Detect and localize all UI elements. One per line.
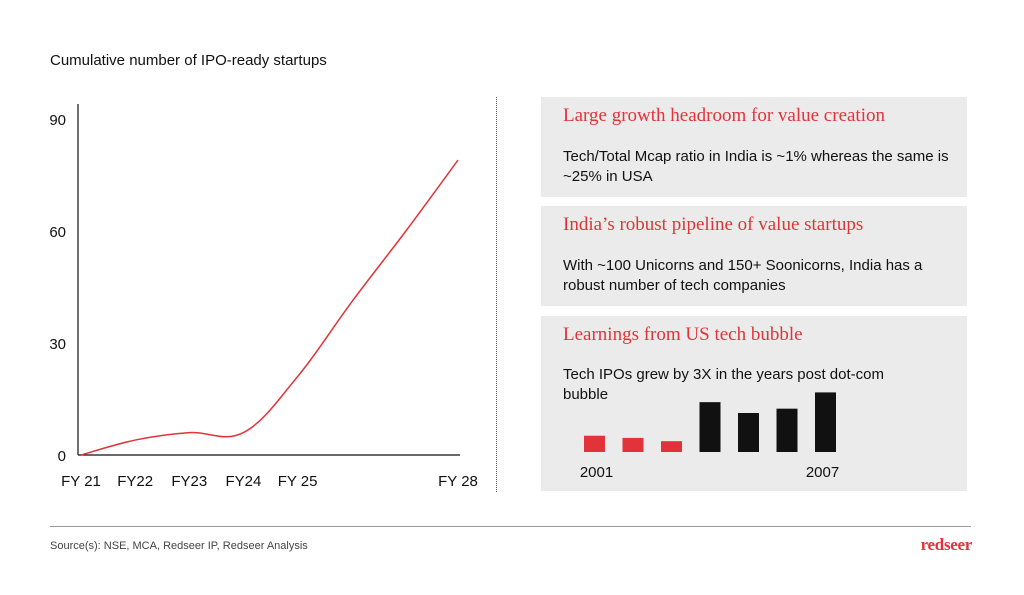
panel-us-tech-bubble: Learnings from US tech bubble Tech IPOs … (541, 316, 967, 491)
bar (661, 441, 682, 452)
bar (738, 413, 759, 452)
x-tick-label: FY 28 (438, 473, 478, 490)
bar (622, 437, 644, 452)
x-tick-label: FY 21 (61, 473, 101, 490)
bar (584, 435, 605, 452)
panel-value-pipeline: India’s robust pipeline of value startup… (541, 206, 967, 306)
panel-body: With ~100 Unicorns and 150+ Soonicorns, … (563, 257, 923, 294)
x-tick-label: FY22 (117, 473, 153, 490)
y-tick-label: 60 (49, 224, 66, 241)
section-divider (496, 97, 497, 492)
redseer-logo: redseer (920, 535, 973, 554)
panel-heading: Learnings from US tech bubble (563, 324, 803, 345)
bar-category-label: 2007 (806, 464, 839, 481)
panel-body: Tech/Total Mcap ratio in India is ~1% wh… (563, 148, 949, 185)
y-tick-label: 30 (49, 336, 66, 353)
panel-body: Tech IPOs grew by 3X in the years post d… (563, 366, 884, 403)
x-tick-label: FY 25 (278, 473, 318, 490)
y-tick-label: 90 (49, 112, 66, 129)
bar (815, 392, 836, 452)
us-tech-ipo-bar-chart: 2001 2007 (580, 392, 839, 481)
bar (699, 402, 721, 452)
y-tick-label: 0 (58, 448, 66, 465)
series-line (80, 159, 459, 456)
source-note: Source(s): NSE, MCA, Redseer IP, Redseer… (50, 540, 308, 552)
panel-growth-headroom: Large growth headroom for value creation… (541, 97, 967, 197)
footer-rule (50, 526, 971, 527)
ipo-ready-line-chart: 0 30 60 90 FY 21 FY22 FY23 FY24 FY 25 FY 28 (49, 104, 478, 490)
panel-heading: Large growth headroom for value creation (563, 105, 885, 126)
bar-category-label: 2001 (580, 464, 613, 481)
panel-heading: India’s robust pipeline of value startup… (563, 214, 864, 235)
bar (776, 408, 798, 452)
x-tick-label: FY24 (225, 473, 261, 490)
chart-title: Cumulative number of IPO-ready startups (50, 52, 327, 69)
x-tick-label: FY23 (171, 473, 207, 490)
